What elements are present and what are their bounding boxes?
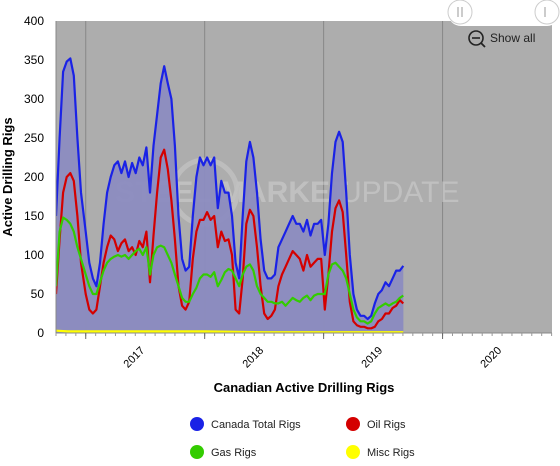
y-tick-label: 150 xyxy=(24,209,44,223)
legend-item-misc[interactable]: Misc Rigs xyxy=(346,445,415,459)
watermark-text-update: UPDATE xyxy=(340,176,459,209)
line-gas[interactable] xyxy=(56,216,404,325)
legend-label-canada_total: Canada Total Rigs xyxy=(211,419,301,431)
legend-marker-gas xyxy=(190,445,204,459)
legend-label-gas: Gas Rigs xyxy=(211,447,257,459)
legend: Canada Total Rigs Oil Rigs Gas Rigs Misc Ri… xyxy=(190,417,415,459)
show-all-label[interactable]: Show all xyxy=(490,31,535,45)
y-tick-label: 0 xyxy=(37,326,44,340)
zoom-navigator[interactable] xyxy=(447,0,560,26)
watermark-text-market: MARKET xyxy=(220,176,348,209)
y-tick-label: 100 xyxy=(24,248,44,262)
line-canada_total[interactable] xyxy=(56,57,405,321)
area-oil xyxy=(56,149,404,333)
zoom-out-icon xyxy=(468,30,484,46)
legend-marker-canada_total xyxy=(190,417,204,431)
y-tick-label: 350 xyxy=(24,53,44,67)
line-misc[interactable] xyxy=(56,329,404,333)
legend-item-gas[interactable]: Gas Rigs xyxy=(190,445,257,459)
y-axis: 0 50 100 150 200 250 300 350 400 xyxy=(24,14,57,340)
x-axis: 2017 2018 2019 2020 xyxy=(55,332,553,371)
legend-marker-misc xyxy=(346,445,360,459)
x-axis-title: Canadian Active Drilling Rigs xyxy=(214,380,395,395)
area-canada_total xyxy=(56,58,404,333)
legend-label-oil: Oil Rigs xyxy=(367,419,406,431)
legend-item-canada_total[interactable]: Canada Total Rigs xyxy=(190,417,301,431)
x-tick-label-2020: 2020 xyxy=(478,345,504,371)
area-gas xyxy=(56,217,404,333)
show-all-button[interactable]: Show all xyxy=(468,30,535,48)
y-tick-label: 200 xyxy=(24,170,44,184)
navigator-left-handle[interactable] xyxy=(447,0,473,25)
navigator-right-handle[interactable] xyxy=(534,0,560,25)
navigator-track[interactable] xyxy=(448,0,560,26)
legend-marker-oil xyxy=(346,417,360,431)
x-tick-label-2017: 2017 xyxy=(122,345,148,371)
zoom-out-icon-handle xyxy=(480,42,486,48)
y-axis-title: Active Drilling Rigs xyxy=(0,117,15,236)
legend-label-misc: Misc Rigs xyxy=(367,447,415,459)
line-oil[interactable] xyxy=(56,148,405,330)
y-tick-label: 300 xyxy=(24,92,44,106)
y-tick-label: 400 xyxy=(24,14,44,28)
x-tick-label-2018: 2018 xyxy=(240,345,266,371)
series-lines xyxy=(56,57,405,333)
legend-item-oil[interactable]: Oil Rigs xyxy=(346,417,406,431)
x-tick-label-2019: 2019 xyxy=(359,345,385,371)
y-tick-label: 50 xyxy=(31,287,45,301)
y-tick-label: 250 xyxy=(24,131,44,145)
